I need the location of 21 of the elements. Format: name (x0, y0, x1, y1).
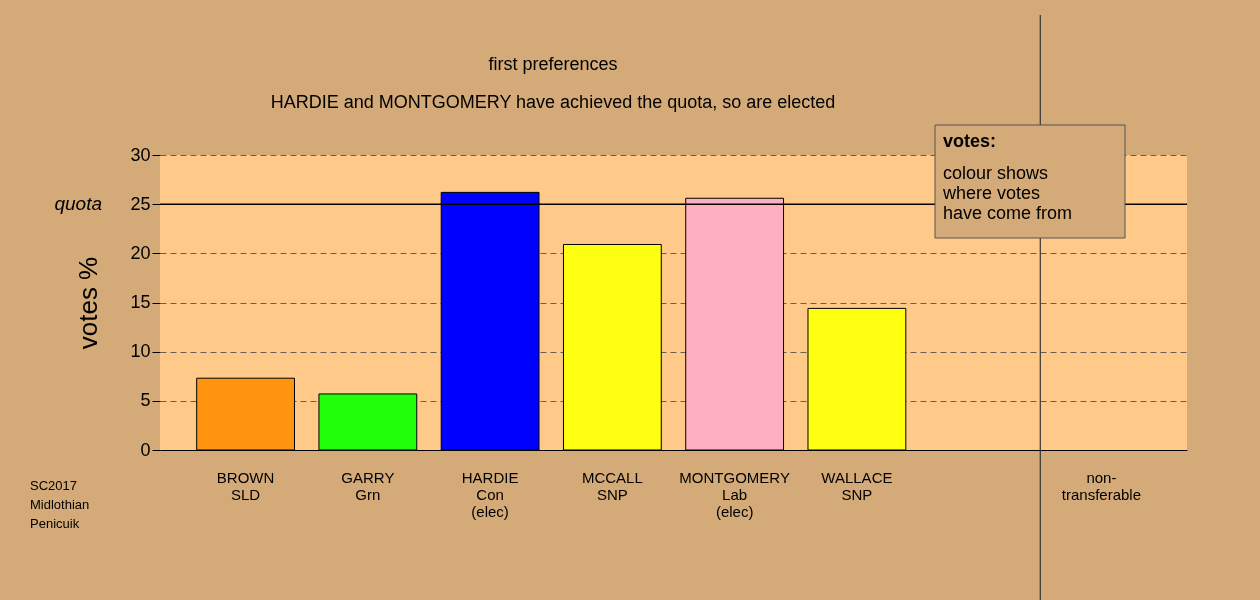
x-tick-label: GARRY Grn (341, 468, 395, 503)
chart-title: first preferences (488, 54, 618, 74)
x-tick-label: MCCALL SNP (581, 468, 643, 503)
y-tick-label: 5 (140, 390, 151, 411)
annotation: colour shows where votes have come from (942, 163, 1073, 223)
x-tick-label: WALLACE SNP (821, 468, 893, 503)
y-tick-label: 0 (140, 439, 151, 460)
chart-subtitle: HARDIE and MONTGOMERY have achieved the quota, so are elected (270, 92, 836, 112)
text: votes: (943, 131, 997, 151)
x-tick-label: HARDIE Con (elec) (461, 468, 519, 520)
y-tick-label: 25 (130, 193, 151, 214)
ref-line-label: quota (54, 193, 102, 215)
x-tick-label: MONTGOMERY Lab (elec) (679, 468, 790, 520)
text: SC2017 Midlothian Penicuik (30, 478, 90, 531)
x-tick-label: non- transferable (1061, 468, 1142, 503)
y-tick-label: 15 (130, 292, 151, 312)
y-tick-label: 30 (130, 144, 151, 165)
y-tick-label: 20 (130, 242, 151, 263)
x-tick-label: BROWN SLD (216, 468, 275, 503)
y-tick-label: 10 (130, 341, 151, 362)
y-axis-title: votes % (73, 256, 104, 350)
